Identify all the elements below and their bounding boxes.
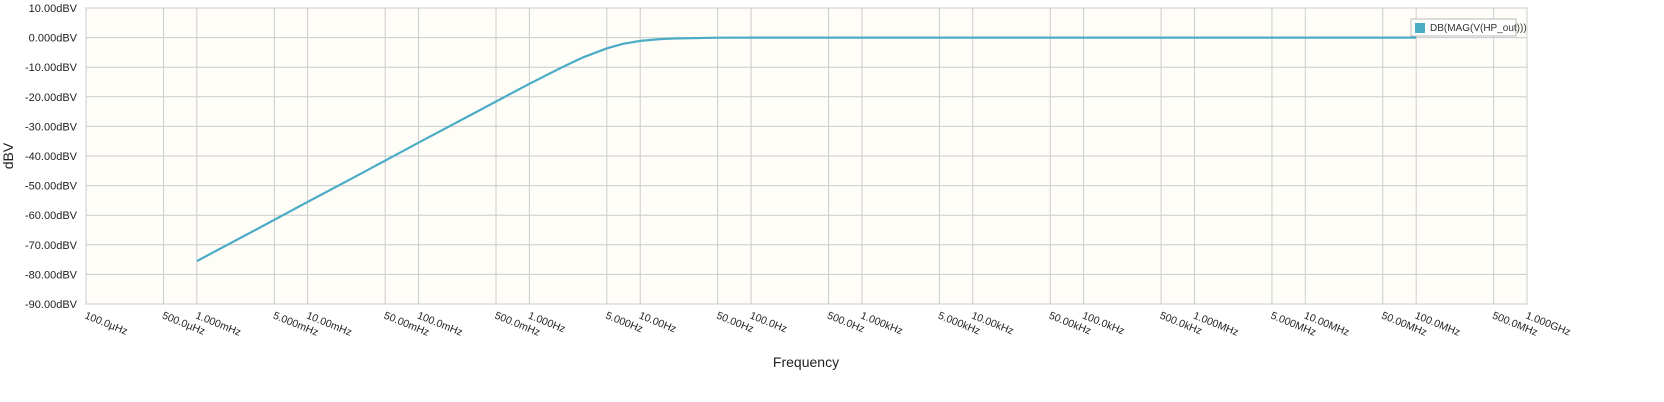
legend-box — [1410, 18, 1517, 37]
y-axis-label: dBV — [0, 142, 16, 169]
y-tick-label: -40.00dBV — [25, 151, 78, 163]
y-tick-label: -80.00dBV — [25, 269, 78, 281]
x-tick-label: 100.0Hz — [748, 310, 789, 336]
x-tick-label: 1.000kHz — [859, 310, 905, 338]
y-tick-label: -20.00dBV — [25, 92, 78, 104]
y-tick-label: 0.000dBV — [29, 33, 78, 45]
y-tick-label: 10.00dBV — [29, 3, 78, 15]
y-tick-label: -30.00dBV — [25, 121, 78, 133]
x-tick-label: 50.00Hz — [715, 310, 756, 336]
y-tick-label: -90.00dBV — [25, 299, 78, 311]
legend: DB(MAG(V(HP_out))) — [1410, 18, 1527, 37]
x-tick-label: 10.00Hz — [637, 310, 678, 336]
legend-swatch — [1415, 23, 1425, 33]
x-tick-label: 500.0Hz — [825, 310, 866, 336]
x-tick-label: 5.000Hz — [604, 310, 645, 336]
series-line — [196, 36, 1417, 263]
y-tick-label: -50.00dBV — [25, 181, 78, 193]
y-tick-label: -60.00dBV — [25, 210, 78, 222]
x-axis-label: Frequency — [773, 354, 839, 370]
y-axis-ticks: 10.00dBV 0.000dBV -10.00dBV -20.00dBV -30.00… — [25, 3, 78, 311]
grid — [85, 7, 1528, 305]
y-tick-label: -10.00dBV — [25, 62, 78, 74]
y-tick-label: -70.00dBV — [25, 240, 78, 252]
legend-label: DB(MAG(V(HP_out))) — [1430, 23, 1527, 34]
x-tick-label: 100.0µHz — [83, 310, 129, 338]
